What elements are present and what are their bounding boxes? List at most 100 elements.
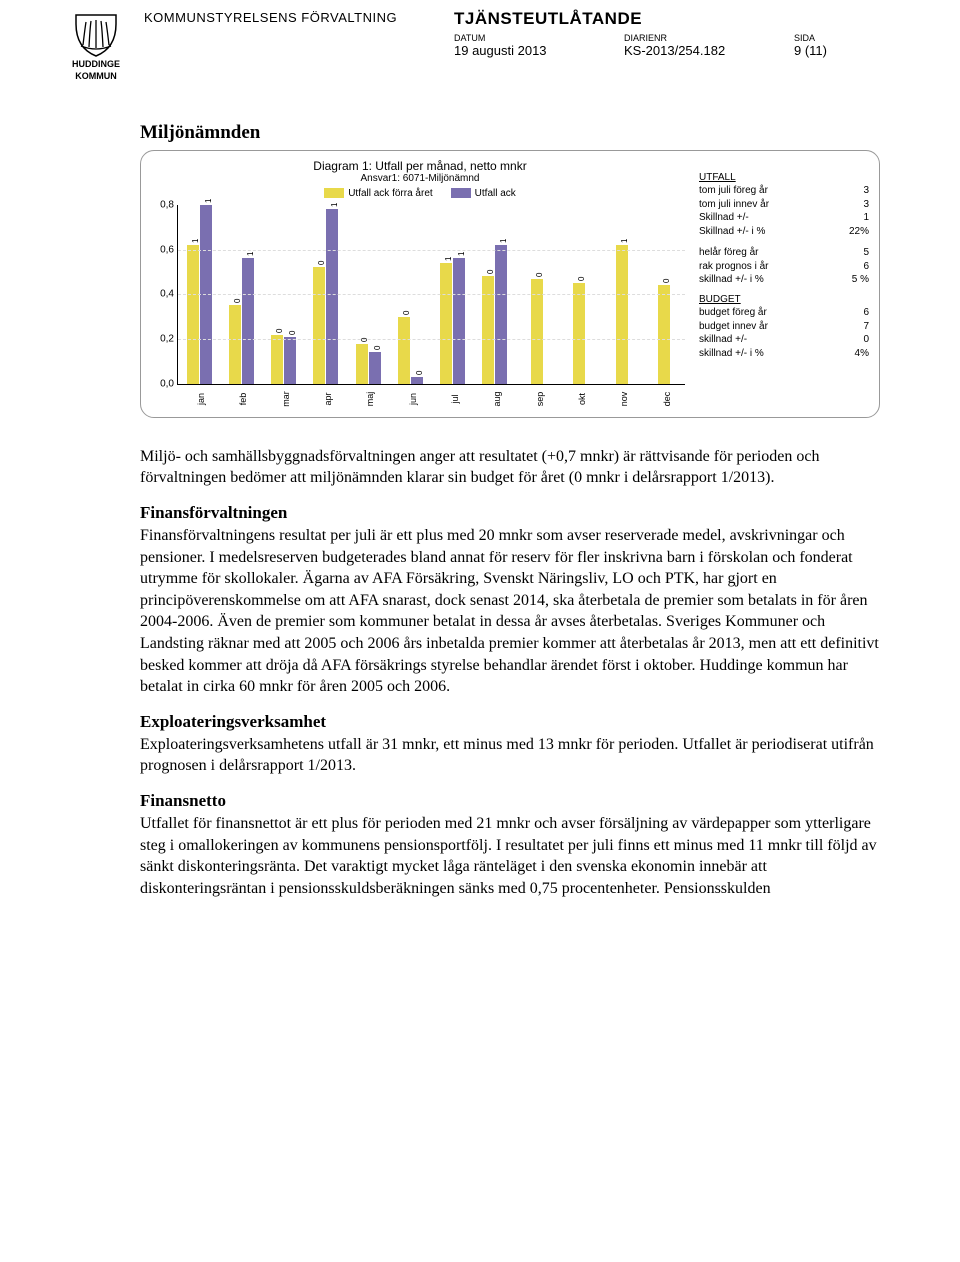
bar-current-year: 1 — [453, 258, 465, 383]
x-label: okt — [565, 378, 593, 420]
diarienr-label: DIARIENR — [624, 33, 794, 43]
meta-row: DATUM 19 augusti 2013 DIARIENR KS-2013/2… — [144, 33, 900, 58]
stats-label: tom juli föreg år — [699, 184, 768, 198]
stats-label: budget innev år — [699, 320, 768, 334]
bar-value-label: 1 — [499, 239, 508, 243]
x-label: dec — [650, 378, 678, 420]
x-label: apr — [311, 378, 339, 420]
bar-value-label: 0 — [233, 299, 242, 303]
page-value: 9 (11) — [794, 43, 854, 58]
paragraph-4: Utfallet för finansnettot är ett plus fö… — [140, 813, 880, 899]
stats-label: Skillnad +/- — [699, 211, 749, 225]
stats-row: tom juli föreg år3 — [699, 184, 869, 198]
paragraph-2: Finansförvaltningens resultat per juli ä… — [140, 525, 880, 698]
stats-value: 1 — [863, 211, 869, 225]
y-tick: 0,6 — [150, 244, 174, 255]
stats-label: skillnad +/- i % — [699, 273, 764, 287]
bar-value-label: 1 — [444, 257, 453, 261]
bar-prev-year: 0 — [658, 285, 670, 383]
chart-card: Diagram 1: Utfall per månad, netto mnkr … — [140, 150, 880, 418]
stats-row: Skillnad +/- i %22% — [699, 225, 869, 239]
bar-prev-year: 1 — [440, 263, 452, 384]
stats-value: 0 — [863, 333, 869, 347]
stats-row: skillnad +/- i % 4% — [699, 347, 869, 361]
bar-prev-year: 0 — [573, 283, 585, 384]
date-value: 19 augusti 2013 — [454, 43, 624, 58]
bar-current-year: 0 — [284, 337, 296, 384]
x-label: nov — [607, 378, 635, 420]
bar-prev-year: 0 — [313, 267, 325, 383]
date-label: DATUM — [454, 33, 624, 43]
chart-legend: Utfall ack förra året Utfall ack — [151, 188, 689, 199]
bar-prev-year: 0 — [229, 305, 241, 383]
bar-value-label: 1 — [246, 252, 255, 256]
stats-label: budget föreg år — [699, 306, 767, 320]
stats-label: tom juli innev år — [699, 198, 769, 212]
chart-subtitle: Ansvar1: 6071-Miljönämnd — [151, 173, 689, 184]
bar-value-label: 1 — [457, 252, 466, 256]
legend-swatch-2 — [451, 188, 471, 198]
paragraph-1: Miljö- och samhällsbyggnadsförvaltningen… — [140, 446, 880, 489]
bar-value-label: 0 — [288, 330, 297, 334]
legend-label-2: Utfall ack — [475, 188, 516, 199]
x-label: sep — [523, 378, 551, 420]
logo-block: HUDDINGE KOMMUN — [60, 10, 132, 82]
paragraph-3: Exploateringsverksamhetens utfall är 31 … — [140, 734, 880, 777]
bar-value-label: 0 — [372, 346, 381, 350]
bar-value-label: 1 — [203, 198, 212, 202]
bar-value-label: 0 — [275, 328, 284, 332]
heading-finansnetto: Finansnetto — [140, 791, 880, 811]
stats-value: 6 — [863, 260, 869, 274]
bar-current-year: 1 — [495, 245, 507, 384]
bar-value-label: 0 — [317, 261, 326, 265]
x-label: jan — [184, 378, 212, 420]
x-label: jun — [396, 378, 424, 420]
y-tick: 0,4 — [150, 289, 174, 300]
stats-row: Skillnad +/- 1 — [699, 211, 869, 225]
stats-row: rak prognos i år6 — [699, 260, 869, 274]
stats-label: skillnad +/- — [699, 333, 747, 347]
x-label: jul — [438, 378, 466, 420]
legend-label-1: Utfall ack förra året — [348, 188, 432, 199]
stats-row: budget innev år 7 — [699, 320, 869, 334]
heading-finansforvaltningen: Finansförvaltningen — [140, 503, 880, 523]
bar-value-label: 1 — [330, 203, 339, 207]
chart-title: Diagram 1: Utfall per månad, netto mnkr — [151, 159, 689, 173]
stats-value: 6 — [863, 306, 869, 320]
diarienr-value: KS-2013/254.182 — [624, 43, 794, 58]
stats-label: Skillnad +/- i % — [699, 225, 765, 239]
bar-value-label: 0 — [486, 270, 495, 274]
page-header: HUDDINGE KOMMUN KOMMUNSTYRELSENS FÖRVALT… — [60, 10, 900, 82]
heading-exploatering: Exploateringsverksamhet — [140, 712, 880, 732]
bar-value-label: 1 — [190, 239, 199, 243]
x-label: feb — [226, 378, 254, 420]
stats-utfall-heading: UTFALL — [699, 171, 869, 185]
bar-prev-year: 0 — [271, 335, 283, 384]
y-tick: 0,8 — [150, 199, 174, 210]
chart-area: Diagram 1: Utfall per månad, netto mnkr … — [151, 159, 689, 413]
x-label: mar — [269, 378, 297, 420]
heading-miljonamnden: Miljönämnden — [140, 122, 880, 144]
page-label: SIDA — [794, 33, 854, 43]
chart-plot: 11010001000011010010 0,00,20,40,60,8 — [177, 205, 685, 385]
document-title: TJÄNSTEUTLÅTANDE — [454, 9, 642, 29]
bar-prev-year: 0 — [482, 276, 494, 383]
x-label: aug — [480, 378, 508, 420]
logo-text-2: KOMMUN — [60, 72, 132, 82]
stats-row: helår föreg år5 — [699, 246, 869, 260]
stats-value: 5 — [863, 246, 869, 260]
stats-row: budget föreg år 6 — [699, 306, 869, 320]
municipality-logo-icon — [71, 10, 121, 58]
chart-x-labels: janfebmaraprmajjunjulaugsepoktnovdec — [177, 385, 685, 413]
legend-item-1: Utfall ack förra året — [324, 188, 432, 199]
bar-value-label: 1 — [619, 239, 628, 243]
bar-value-label: 0 — [402, 310, 411, 314]
bar-value-label: 0 — [535, 272, 544, 276]
stats-row: tom juli innev år3 — [699, 198, 869, 212]
stats-value: 4% — [855, 347, 869, 361]
stats-label: skillnad +/- i % — [699, 347, 764, 361]
y-tick: 0,2 — [150, 334, 174, 345]
bar-value-label: 0 — [662, 279, 671, 283]
stats-value: 7 — [863, 320, 869, 334]
bar-prev-year: 0 — [398, 317, 410, 384]
